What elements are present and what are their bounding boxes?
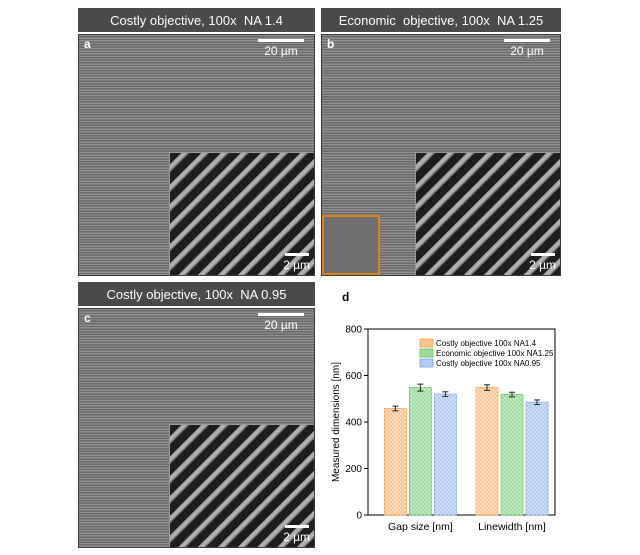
legend-swatch [419,338,434,348]
panel-c: Costly objective, 100x NA 0.95 c 20 µm 2… [78,282,315,550]
panel-d-letter: d [342,290,350,304]
scale-bar-main-a: 20 µm [258,39,304,58]
x-category-label: Linewidth [nm] [478,521,546,533]
y-tick-label: 800 [345,325,362,336]
legend-swatch [419,348,434,358]
sem-image-b: b 20 µm 2 µm [321,34,561,276]
panel-a: Costly objective, 100x NA 1.4 a 20 µm 2 … [78,8,315,276]
bar-hatch [434,394,457,515]
legend-label: Costly objective 100x NA1.4 [436,339,537,348]
inset-image-a: 2 µm [169,152,314,275]
bar-hatch [525,402,548,515]
bar-hatch [384,408,407,515]
panel-b-title: Economic objective, 100x NA 1.25 [321,8,561,32]
scale-label-inset-c: 2 µm [283,530,310,544]
scale-label-inset-b: 2 µm [529,258,556,272]
legend-label: Costly objective 100x NA0.95 [436,359,541,368]
bar-hatch [500,394,523,515]
y-tick-label: 400 [345,418,362,429]
highlight-box [322,215,380,275]
panel-a-title: Costly objective, 100x NA 1.4 [78,8,315,32]
sem-image-c: c 20 µm 2 µm [78,308,315,548]
scale-bar-inset-a: 2 µm [283,253,310,272]
panel-c-letter: c [84,311,91,325]
legend-swatch [419,358,434,368]
sem-image-a: a 20 µm 2 µm [78,34,315,276]
panel-a-letter: a [84,37,91,51]
bar-chart: 0 200 400 600 800 Measured dimensions [nm] Gap… [331,325,556,533]
y-tick-label: 0 [356,511,362,522]
x-category-label: Gap size [nm] [388,521,453,533]
inset-image-c: 2 µm [169,424,314,547]
bar-hatch [475,387,498,515]
panel-b: Economic objective, 100x NA 1.25 b 20 µm… [321,8,561,276]
scale-label-main-c: 20 µm [264,318,298,332]
scale-label-inset-a: 2 µm [283,258,310,272]
scale-label-main-b: 20 µm [510,44,544,58]
y-tick-label: 600 [345,371,362,382]
legend-label: Economic objective 100x NA1.25 [436,349,554,358]
scale-bar-inset-b: 2 µm [529,253,556,272]
panel-c-title: Costly objective, 100x NA 0.95 [78,282,315,306]
y-axis-label: Measured dimensions [nm] [331,362,342,482]
bar-hatch [409,387,432,515]
y-tick-label: 200 [345,464,362,475]
scale-label-main-a: 20 µm [264,44,298,58]
scale-bar-main-c: 20 µm [258,313,304,332]
panel-b-letter: b [327,37,335,51]
scale-bar-inset-c: 2 µm [283,525,310,544]
scale-bar-main-b: 20 µm [504,39,550,58]
inset-image-b: 2 µm [415,152,560,275]
